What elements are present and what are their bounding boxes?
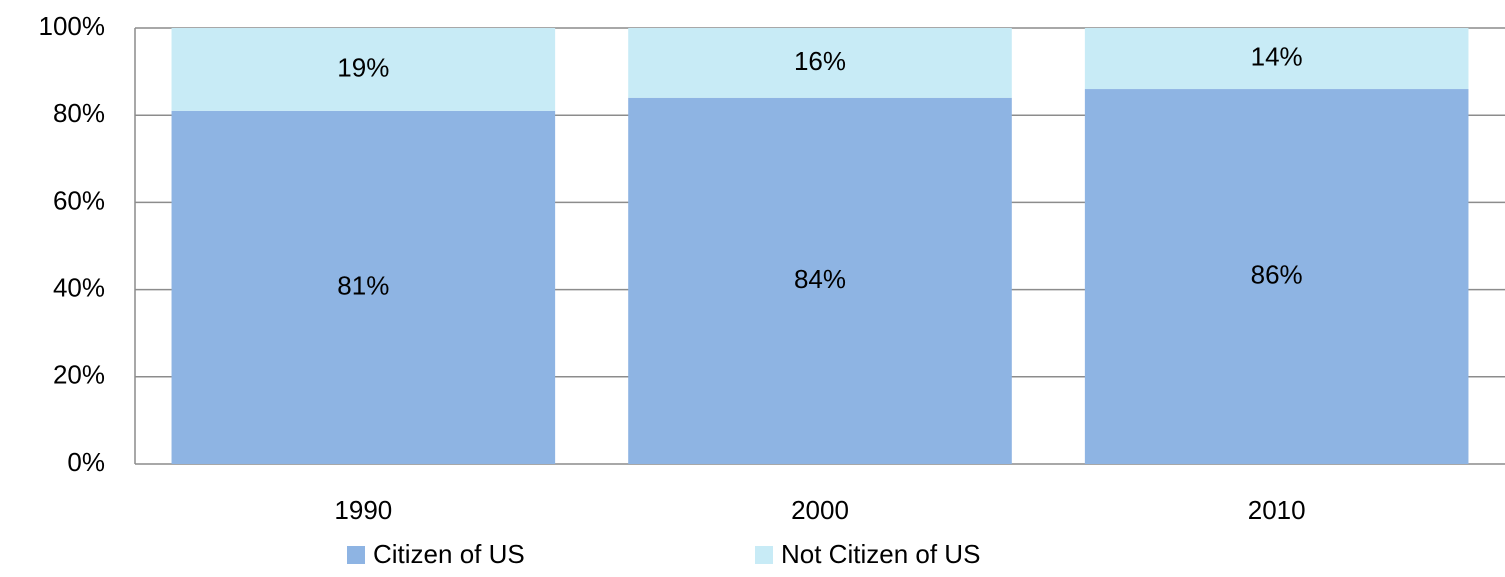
y-tick-label: 80% <box>53 98 105 128</box>
y-tick-label: 40% <box>53 272 105 302</box>
legend-swatch <box>347 546 365 564</box>
legend-label: Citizen of US <box>373 539 525 569</box>
data-label: 14% <box>1251 41 1303 71</box>
x-tick-label: 2000 <box>791 495 849 525</box>
bar <box>1084 28 1469 90</box>
data-label: 16% <box>794 46 846 76</box>
bar <box>171 28 556 111</box>
legend-swatch <box>755 546 773 564</box>
bar <box>171 110 556 464</box>
y-tick-label: 0% <box>67 447 105 477</box>
bar <box>628 28 1012 98</box>
legend-label: Not Citizen of US <box>781 539 980 569</box>
y-tick-label: 60% <box>53 185 105 215</box>
x-tick-label: 2010 <box>1248 495 1306 525</box>
y-tick-label: 20% <box>53 360 105 390</box>
x-tick-label: 1990 <box>334 495 392 525</box>
data-label: 84% <box>794 264 846 294</box>
bar <box>628 97 1012 464</box>
y-tick-label: 100% <box>39 11 106 41</box>
data-label: 19% <box>337 52 389 82</box>
bar <box>1084 89 1469 464</box>
data-label: 81% <box>337 270 389 300</box>
data-label: 86% <box>1251 259 1303 289</box>
